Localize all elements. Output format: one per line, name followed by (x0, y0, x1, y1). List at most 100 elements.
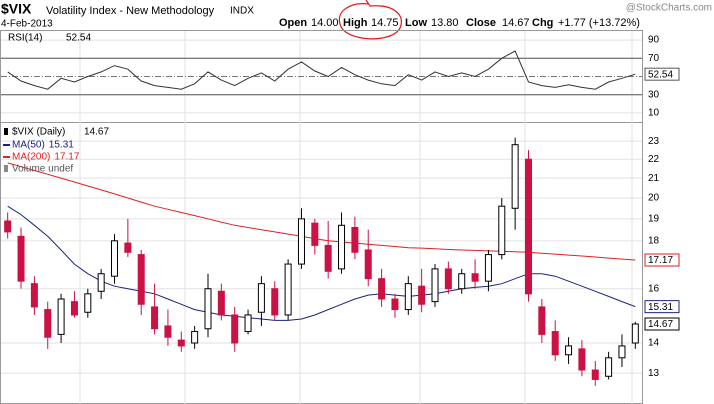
candle-body (511, 144, 519, 209)
candle-body (124, 242, 132, 253)
candle-body (57, 298, 65, 335)
candle-body (538, 306, 546, 335)
candle-body (605, 357, 613, 377)
candle-body (17, 235, 25, 282)
annotation-circle (338, 0, 402, 40)
value-box-label: 17.17 (648, 255, 673, 266)
candle-body (551, 331, 559, 356)
y-tick-label: 21 (648, 173, 660, 184)
credit: @StockCharts.com (626, 3, 712, 14)
candle-body (164, 325, 172, 338)
open-label: Open (279, 17, 307, 29)
candle-body (404, 283, 412, 311)
candle-body (565, 345, 573, 356)
candle-body (297, 218, 305, 265)
candle-body (631, 323, 639, 344)
candle-body (378, 278, 386, 300)
legend-value: 15.31 (49, 140, 74, 151)
candle-body (444, 268, 452, 290)
close: 14.67 (502, 17, 530, 29)
candle-body (618, 345, 626, 359)
candle-body (431, 268, 439, 303)
y-tick-label: 13 (648, 368, 660, 379)
y-tick-label: 16 (648, 283, 660, 294)
candle-body (257, 283, 265, 313)
candle-body (70, 301, 78, 316)
high-label: High (343, 17, 368, 29)
date: 4-Feb-2013 (1, 19, 53, 30)
rsi-legend-value: 52.54 (66, 33, 91, 44)
candle-body (271, 288, 279, 316)
candle-body (84, 293, 92, 313)
candle-body (30, 283, 38, 308)
high: 14.75 (371, 17, 399, 29)
y-tick-label: 23 (648, 136, 660, 147)
candle-body (324, 244, 332, 272)
candle-body (524, 158, 532, 295)
moving-average (7, 205, 636, 321)
rsi-line (7, 50, 636, 90)
candle-body (351, 226, 359, 253)
candle-body (311, 222, 319, 246)
symbol: $VIX (1, 1, 32, 17)
candle-body (418, 285, 426, 305)
low: 13.80 (431, 17, 459, 29)
candle-body (191, 331, 199, 344)
y-tick-label: 30 (648, 89, 660, 100)
legend-label: Volume undef (12, 164, 73, 175)
candle-body (471, 273, 479, 282)
candle-body (204, 288, 212, 330)
candle-body (591, 369, 599, 380)
y-tick-label: 10 (648, 108, 660, 119)
close-label: Close (466, 17, 496, 29)
value-box (644, 300, 680, 314)
chg-label: Chg (532, 17, 553, 29)
y-tick-label: 18 (648, 235, 660, 246)
candle-body (498, 205, 506, 256)
y-tick-label: 14 (648, 338, 660, 349)
low-label: Low (405, 17, 427, 29)
candle-body (284, 263, 292, 316)
candle-body (137, 254, 145, 305)
candle-body (4, 220, 12, 233)
price-frame (0, 122, 643, 404)
value-box-label: 52.54 (648, 69, 673, 80)
y-tick-label: 20 (648, 193, 660, 204)
value-box (644, 67, 680, 81)
candle-body (458, 273, 466, 290)
candle-body (391, 298, 399, 311)
moving-average (7, 162, 636, 261)
legend-swatch (4, 165, 8, 172)
legend-label: MA(50) (12, 140, 45, 151)
candle-body (177, 339, 185, 347)
value-box (644, 253, 680, 267)
legend-label: MA(200) (12, 152, 50, 163)
value-box (644, 317, 680, 331)
candle-body (338, 224, 346, 270)
candle-body (44, 309, 52, 338)
legend-label: $VIX (Daily) (12, 127, 65, 138)
legend-value: 17.17 (54, 152, 79, 163)
candle-body (484, 254, 492, 282)
value-box-label: 14.67 (648, 319, 673, 330)
candle-body (231, 314, 239, 344)
candle-body (111, 240, 119, 277)
candle-body (151, 306, 159, 330)
legend-swatch (4, 128, 8, 135)
legend-value: 14.67 (84, 127, 109, 138)
y-tick-label: 90 (648, 35, 660, 46)
candle-body (244, 314, 252, 333)
open: 14.00 (311, 17, 339, 29)
exchange: INDX (230, 6, 254, 17)
candle-body (364, 249, 372, 280)
chg: +1.77 (+13.72%) (558, 17, 640, 29)
candle-body (217, 290, 225, 316)
y-tick-label: 22 (648, 154, 660, 165)
candle-body (578, 348, 586, 371)
candle-body (97, 273, 105, 292)
y-tick-label: 19 (648, 213, 660, 224)
value-box-label: 15.31 (648, 302, 673, 313)
rsi-legend: RSI(14) (8, 33, 42, 44)
y-tick-label: 70 (648, 53, 660, 64)
